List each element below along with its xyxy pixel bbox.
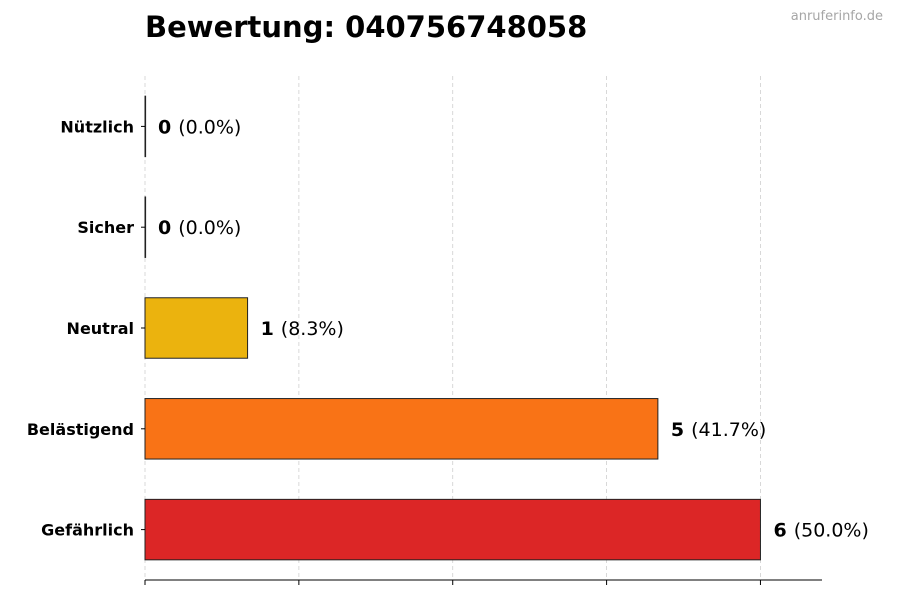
- category-label-0: Nützlich: [60, 117, 134, 136]
- value-label-0: 0 (0.0%): [158, 116, 241, 138]
- value-percent-1: (0.0%): [178, 217, 241, 239]
- value-percent-0: (0.0%): [178, 116, 241, 138]
- bar-0: [144, 95, 147, 158]
- category-label-4: Gefährlich: [41, 521, 134, 540]
- value-percent-4: (50.0%): [794, 520, 869, 542]
- value-count-2: 1: [261, 318, 274, 340]
- value-count-1: 0: [158, 217, 171, 239]
- value-percent-2: (8.3%): [281, 318, 344, 340]
- value-label-1: 0 (0.0%): [158, 217, 241, 239]
- value-label-3: 5 (41.7%): [671, 419, 766, 441]
- value-percent-3: (41.7%): [691, 419, 766, 441]
- value-label-2: 1 (8.3%): [261, 318, 344, 340]
- category-label-1: Sicher: [77, 218, 134, 237]
- axes: [141, 125, 822, 585]
- value-label-4: 6 (50.0%): [773, 520, 868, 542]
- watermark: anruferinfo.de: [790, 9, 883, 24]
- bar-4: [144, 498, 761, 561]
- bar-2: [144, 297, 249, 359]
- category-label-2: Neutral: [67, 319, 134, 338]
- chart-title: Bewertung: 040756748058: [145, 10, 588, 44]
- bar-1: [144, 196, 147, 258]
- bars: [144, 95, 761, 561]
- value-count-4: 6: [773, 520, 786, 542]
- value-count-0: 0: [158, 116, 171, 138]
- labels: Nützlich 0 (0.0%) Sicher 0 (0.0%) Neutral 1 (8.3…: [27, 116, 869, 541]
- category-label-3: Belästigend: [27, 420, 134, 439]
- value-count-3: 5: [671, 419, 684, 441]
- bar-3: [144, 398, 659, 460]
